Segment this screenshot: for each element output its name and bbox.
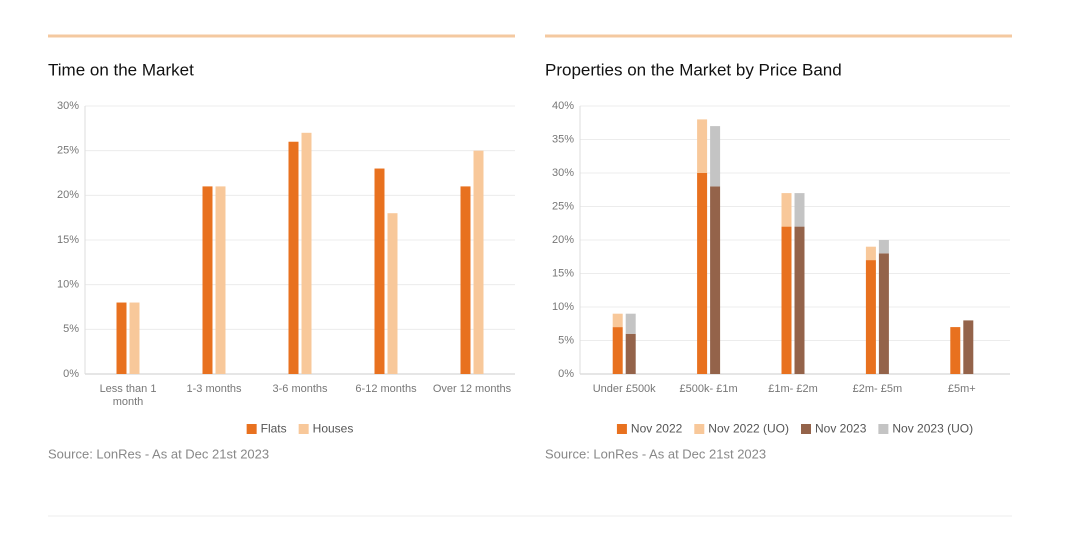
- x-tick-label: £5m+: [947, 383, 976, 395]
- bar: [865, 260, 876, 374]
- bar: [374, 168, 385, 374]
- bar: [794, 226, 805, 374]
- y-tick-label: 35%: [552, 133, 574, 145]
- bar: [129, 302, 140, 374]
- y-tick-label: 25%: [552, 200, 574, 212]
- y-tick-label: 10%: [552, 301, 574, 313]
- x-tick-label: Less than 1 month: [99, 383, 157, 408]
- bar: [473, 150, 484, 374]
- bar: [612, 327, 623, 374]
- y-tick-label: 40%: [552, 100, 574, 112]
- y-tick-label: 20%: [552, 234, 574, 246]
- legend-swatch: [246, 424, 257, 434]
- y-tick-label: 25%: [57, 145, 79, 157]
- bar: [460, 186, 471, 374]
- x-tick-label: 6-12 months: [355, 383, 417, 395]
- bar: [301, 132, 312, 374]
- legend-swatch: [801, 424, 811, 434]
- y-tick-label: 20%: [57, 189, 79, 201]
- x-tick-label: Over 12 months: [432, 383, 512, 395]
- legend-swatch: [616, 424, 627, 434]
- y-tick-label: 5%: [63, 323, 79, 335]
- chart-title: Time on the Market: [48, 60, 194, 79]
- legend-label: Nov 2023: [815, 422, 867, 436]
- source: Source: LonRes - As at Dec 21st 2023: [545, 446, 766, 461]
- bar: [878, 240, 889, 254]
- source: Source: LonRes - As at Dec 21st 2023: [48, 446, 269, 461]
- bar: [625, 313, 636, 334]
- legend-swatch: [298, 424, 309, 434]
- bar: [710, 126, 721, 187]
- bar: [781, 226, 792, 374]
- y-tick-label: 10%: [57, 279, 79, 291]
- bar: [116, 302, 127, 374]
- y-tick-label: 15%: [552, 267, 574, 279]
- bar: [625, 333, 636, 374]
- legend-label: Nov 2022: [631, 422, 683, 436]
- y-tick-label: 0%: [558, 368, 574, 380]
- x-tick-label: £2m- £5m: [852, 383, 903, 395]
- legend-label: Nov 2022 (UO): [708, 422, 789, 436]
- legend-swatch: [694, 424, 705, 434]
- x-tick-label: 1-3 months: [186, 383, 242, 395]
- bar: [697, 173, 708, 374]
- legend-label: Nov 2023 (UO): [892, 422, 973, 436]
- bar: [202, 186, 213, 374]
- bar: [215, 186, 226, 374]
- legend-label: Houses: [313, 422, 354, 436]
- bar: [865, 246, 876, 261]
- legend-swatch: [878, 424, 889, 434]
- x-tick-label: Under £500k: [592, 383, 656, 395]
- y-tick-label: 15%: [57, 234, 79, 246]
- bar: [288, 141, 299, 374]
- y-tick-label: 30%: [57, 100, 79, 112]
- y-tick-label: 30%: [552, 167, 574, 179]
- y-tick-label: 5%: [558, 334, 574, 346]
- bar: [697, 119, 708, 173]
- bar: [794, 193, 805, 227]
- chart-title: Properties on the Market by Price Band: [545, 60, 842, 79]
- y-tick-label: 0%: [63, 368, 79, 380]
- x-tick-label: £500k- £1m: [679, 383, 738, 395]
- bar: [710, 186, 721, 374]
- legend-label: Flats: [261, 422, 287, 436]
- bar: [963, 320, 974, 374]
- bar: [878, 253, 889, 374]
- x-tick-label: 3-6 months: [272, 383, 328, 395]
- bar: [612, 313, 623, 328]
- bar: [950, 327, 961, 374]
- bar: [387, 213, 398, 374]
- x-tick-label: £1m- £2m: [768, 383, 818, 395]
- bar: [781, 193, 792, 227]
